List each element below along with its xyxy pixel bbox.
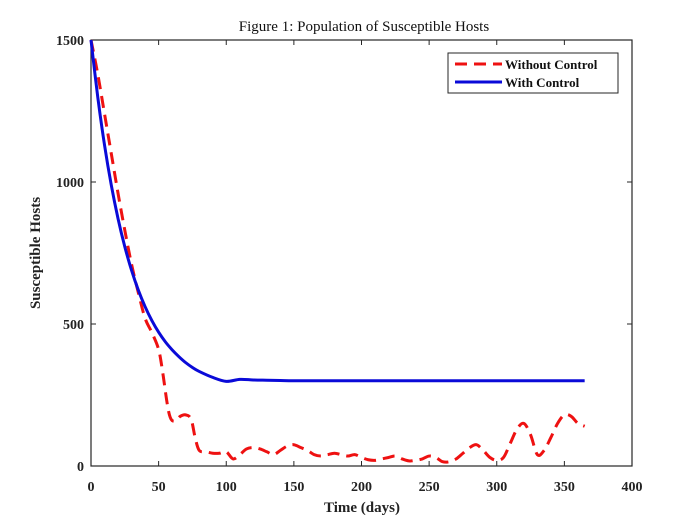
y-tick-label: 500 — [63, 318, 84, 333]
x-tick-label: 350 — [554, 480, 575, 495]
series-line-with-control — [89, 39, 585, 383]
x-axis-label: Time (days) — [324, 500, 400, 516]
y-tick-label: 1000 — [56, 176, 84, 191]
series-line-without-control — [89, 39, 586, 464]
legend: Without Control With Control — [447, 52, 619, 94]
legend-label-without-control: Without Control — [505, 57, 598, 72]
x-tick-label: 300 — [486, 480, 507, 495]
legend-label-with-control: With Control — [505, 75, 580, 90]
x-tick-label: 50 — [152, 480, 166, 495]
x-tick-label: 0 — [88, 480, 95, 495]
legend-box — [447, 52, 619, 94]
x-tick-label: 400 — [622, 480, 643, 495]
x-axis: 0 50 100 150 200 250 300 350 400 — [88, 40, 643, 495]
chart-title: Figure 1: Population of Susceptible Host… — [239, 19, 490, 35]
x-tick-label: 250 — [419, 480, 440, 495]
axes-box — [90, 39, 633, 467]
y-tick-label: 0 — [77, 460, 84, 475]
y-axis-label: Susceptible Hosts — [28, 197, 44, 309]
y-tick-label: 1500 — [56, 34, 84, 49]
series-layer — [89, 39, 586, 464]
y-axis: 0 500 1000 1500 — [56, 34, 632, 475]
x-tick-label: 200 — [351, 480, 372, 495]
plot-area — [90, 39, 633, 467]
x-tick-label: 100 — [216, 480, 237, 495]
x-tick-label: 150 — [283, 480, 304, 495]
